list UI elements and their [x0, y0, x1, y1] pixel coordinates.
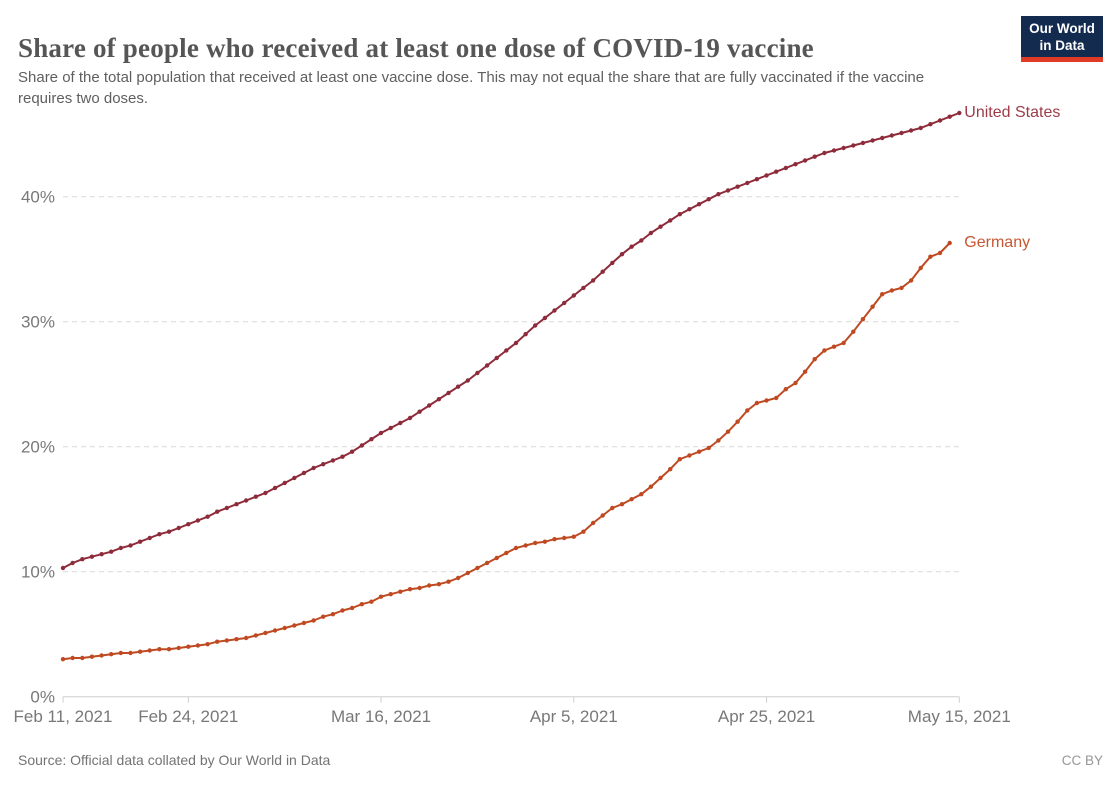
y-tick-label: 0%	[30, 688, 55, 707]
source-note: Source: Official data collated by Our Wo…	[18, 752, 331, 768]
x-tick-label: May 15, 2021	[908, 707, 1011, 726]
footer: Source: Official data collated by Our Wo…	[18, 752, 1103, 768]
x-tick-label: Mar 16, 2021	[331, 707, 431, 726]
page-title: Share of people who received at least on…	[18, 33, 814, 64]
series-label-germany: Germany	[964, 233, 1031, 251]
series-line-germany[interactable]	[60, 240, 952, 662]
x-tick-label: Feb 11, 2021	[14, 707, 113, 726]
gridlines	[63, 196, 960, 573]
license-link[interactable]: CC BY	[1061, 753, 1103, 768]
x-tick-label: Feb 24, 2021	[138, 707, 238, 726]
series-label-united-states: United States	[964, 103, 1061, 121]
x-tick-label: Apr 5, 2021	[530, 707, 618, 726]
y-tick-label: 20%	[21, 438, 55, 457]
y-tick-label: 30%	[21, 313, 55, 332]
owid-logo-line1: Our World	[1029, 21, 1095, 36]
series-line-united-states[interactable]	[60, 110, 962, 571]
y-tick-label: 40%	[21, 188, 55, 207]
owid-logo-line2: in Data	[1039, 38, 1085, 53]
y-tick-label: 10%	[21, 563, 55, 582]
x-axis: Feb 11, 2021 Feb 24, 2021 Mar 16, 2021 Apr …	[14, 696, 1011, 726]
owid-logo-text: Our World in Data	[1021, 16, 1103, 57]
page-subtitle: Share of the total population that recei…	[18, 69, 925, 107]
y-axis-labels: 0% 10% 20% 30% 40%	[21, 188, 55, 707]
owid-logo: Our World in Data	[1021, 16, 1103, 62]
owid-logo-stripe	[1021, 57, 1103, 62]
x-tick-label: Apr 25, 2021	[718, 707, 815, 726]
